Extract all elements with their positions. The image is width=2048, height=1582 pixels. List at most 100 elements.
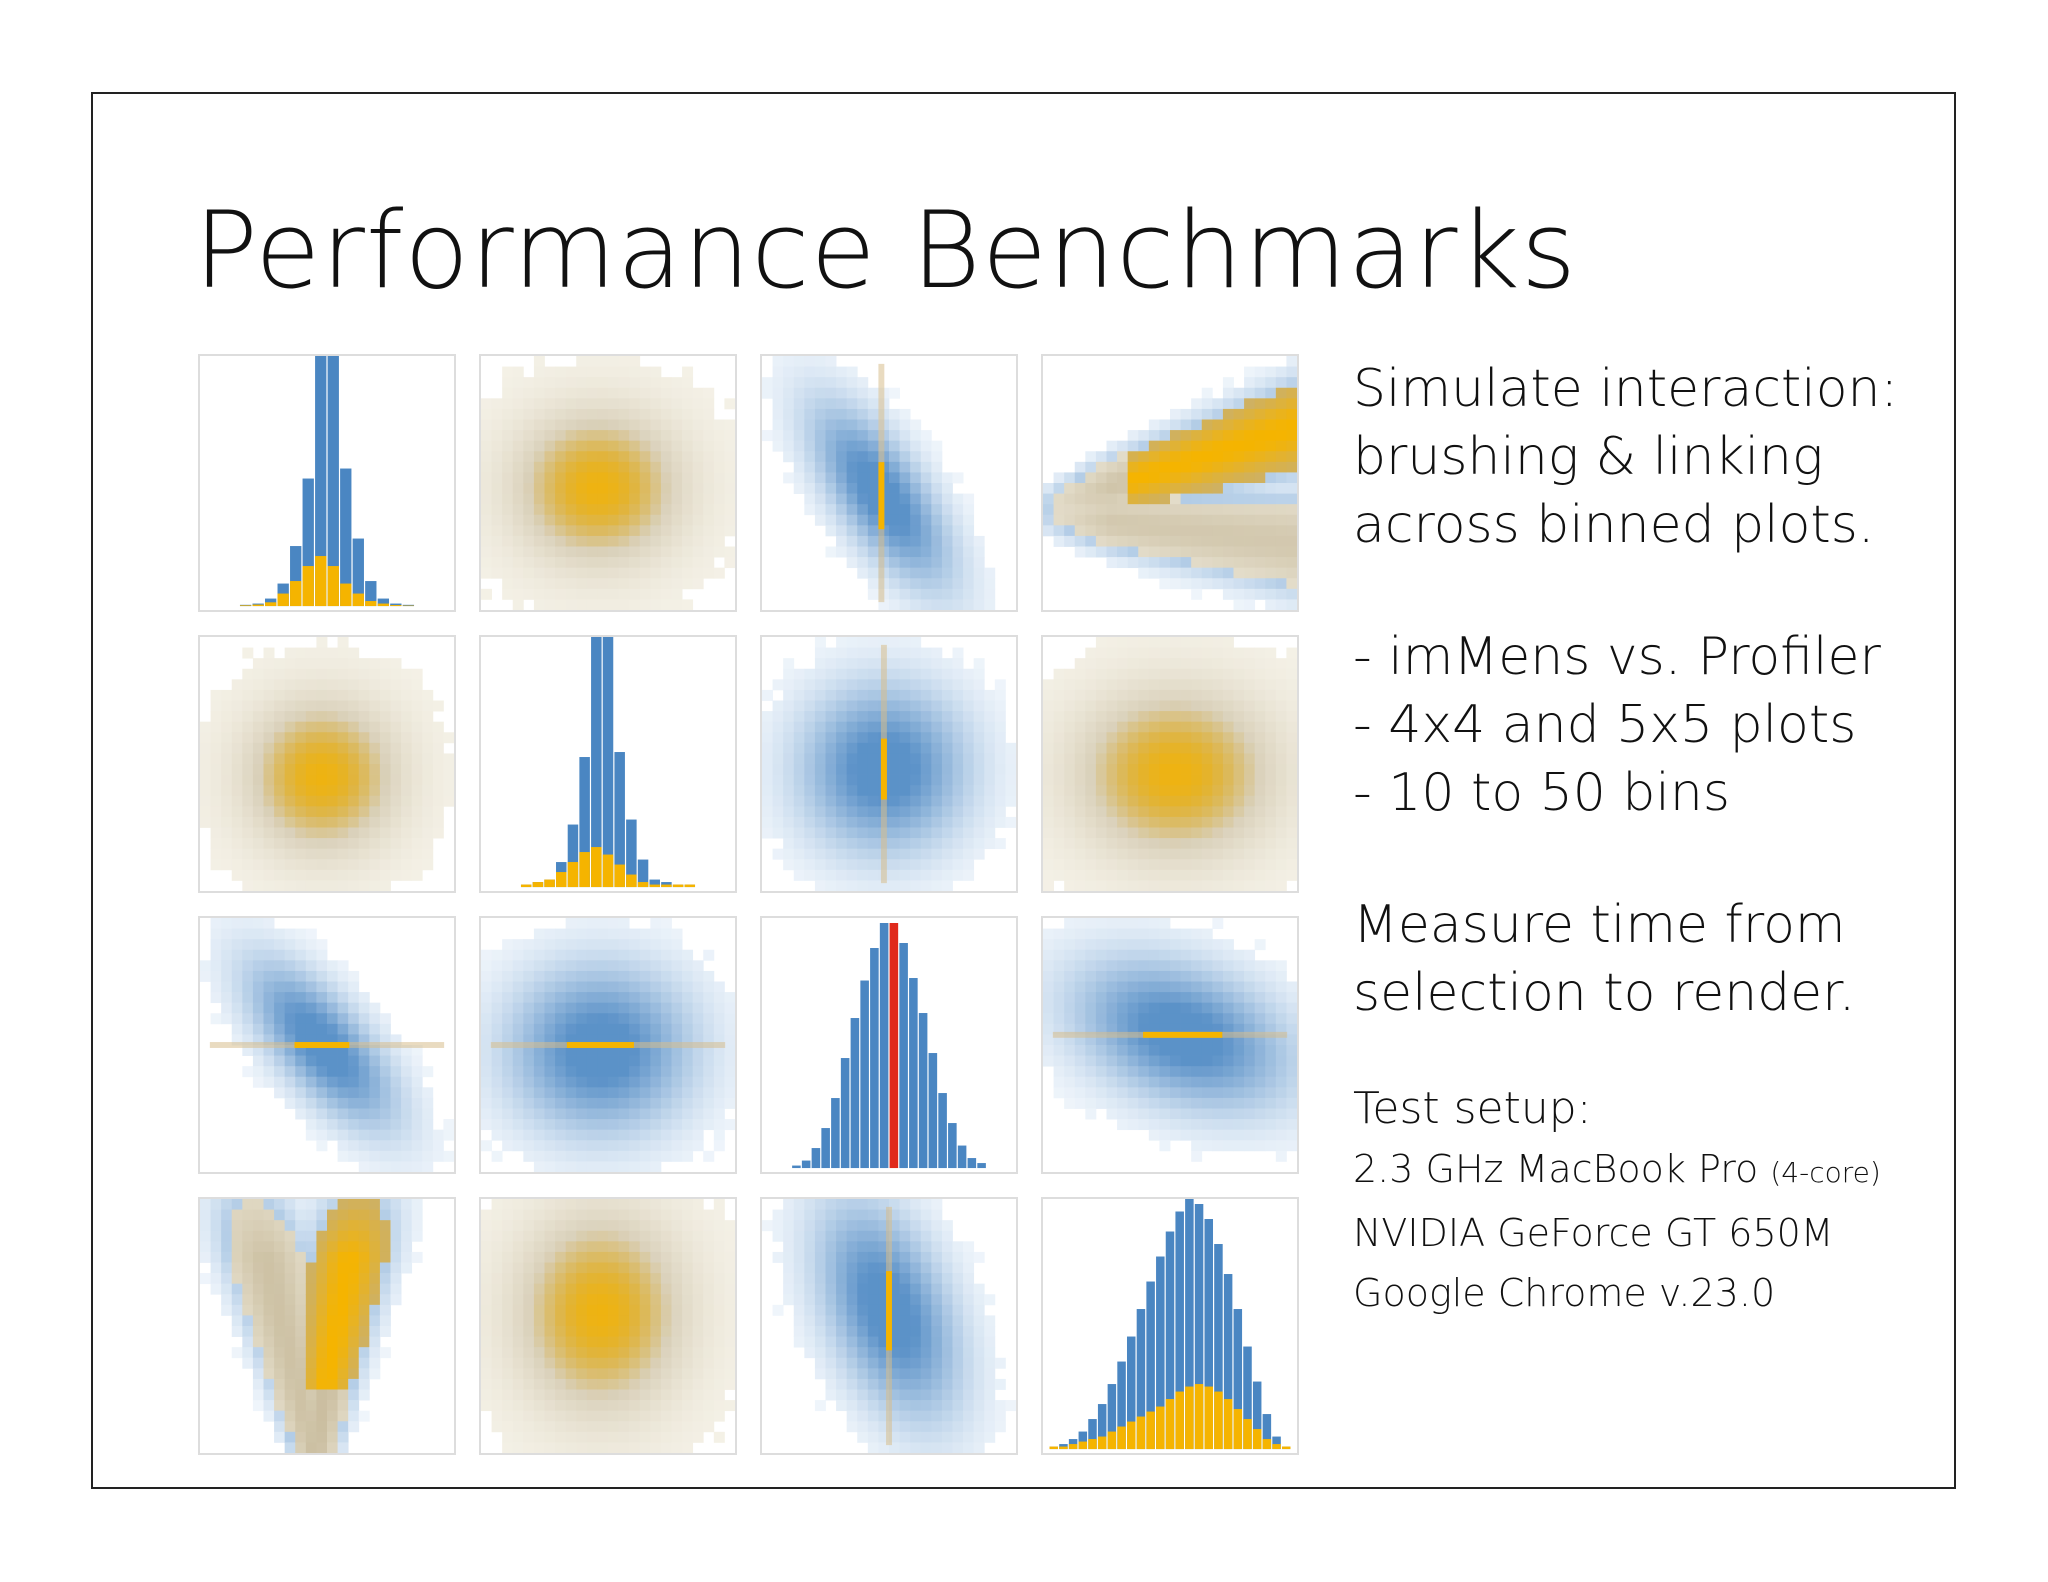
density-bin xyxy=(618,567,630,579)
density-bin xyxy=(565,1087,577,1099)
density-bin xyxy=(1275,721,1287,733)
density-bin xyxy=(411,869,423,881)
density-bin xyxy=(1138,472,1150,484)
selected-bar xyxy=(290,581,302,607)
density-bin xyxy=(358,1119,370,1131)
density-bin xyxy=(274,949,286,961)
density-bin xyxy=(682,1357,694,1369)
density-bin xyxy=(295,1209,307,1221)
density-bin xyxy=(931,493,943,505)
density-bin xyxy=(1286,472,1297,484)
density-bin xyxy=(544,472,556,484)
density-bin xyxy=(305,992,317,1004)
density-bin xyxy=(724,1013,735,1025)
density-bin xyxy=(1117,679,1129,691)
plot-panel[interactable] xyxy=(479,354,737,612)
density-bin xyxy=(200,785,211,797)
density-bin xyxy=(1085,472,1097,484)
density-bin xyxy=(963,493,975,505)
density-bin xyxy=(1265,557,1277,569)
density-bin xyxy=(682,1431,694,1443)
density-bin xyxy=(1170,880,1181,891)
plot-panel[interactable] xyxy=(198,635,456,893)
density-bin xyxy=(565,440,577,452)
density-bin xyxy=(1191,711,1203,723)
density-bin xyxy=(1117,732,1129,744)
plot-panel[interactable] xyxy=(1041,916,1299,1174)
density-bin xyxy=(481,1013,492,1025)
plot-panel[interactable] xyxy=(1041,635,1299,893)
plot-panel[interactable] xyxy=(198,354,456,612)
density-bin xyxy=(703,398,715,410)
density-bin xyxy=(274,1400,286,1412)
density-bin xyxy=(1191,514,1203,526)
density-bin xyxy=(846,377,858,389)
density-bin xyxy=(231,785,243,797)
density-bin xyxy=(544,1357,556,1369)
density-bin xyxy=(629,398,641,410)
density-bin xyxy=(1117,440,1129,452)
density-bin xyxy=(629,419,641,431)
density-bin xyxy=(650,1431,662,1443)
density-bin xyxy=(274,1013,286,1025)
density-bin xyxy=(984,567,996,579)
density-bin xyxy=(984,806,996,818)
density-bin xyxy=(963,806,975,818)
density-bin xyxy=(263,1209,275,1221)
density-bin xyxy=(994,785,1006,797)
plot-panel[interactable] xyxy=(760,916,1018,1174)
density-bin xyxy=(390,1209,402,1221)
density-bin xyxy=(544,419,556,431)
plot-panel[interactable] xyxy=(479,916,737,1174)
density-bin xyxy=(1106,764,1118,775)
density-bin xyxy=(274,1209,286,1221)
density-bin xyxy=(576,1220,588,1232)
density-bin xyxy=(618,557,630,569)
density-bin xyxy=(629,578,641,590)
density-bin xyxy=(1159,1076,1171,1088)
density-bin xyxy=(544,1161,556,1172)
density-bin xyxy=(1170,440,1181,452)
density-bin xyxy=(544,1421,556,1433)
density-bin xyxy=(263,1045,275,1056)
density-bin xyxy=(682,1442,694,1453)
density-bin xyxy=(512,514,524,526)
density-bin xyxy=(411,1140,423,1152)
density-bin xyxy=(491,567,503,579)
density-bin xyxy=(231,711,243,723)
plot-panel[interactable] xyxy=(479,635,737,893)
density-bin xyxy=(1159,795,1171,807)
density-bin xyxy=(597,1326,609,1337)
density-bin xyxy=(1074,1076,1086,1088)
density-bin xyxy=(682,472,694,484)
density-bin xyxy=(783,764,795,775)
plot-panel[interactable] xyxy=(1041,354,1299,612)
density-bin xyxy=(512,1076,524,1088)
density-bin xyxy=(639,430,651,442)
density-bin xyxy=(242,827,254,839)
plot-panel[interactable] xyxy=(198,1197,456,1455)
density-bin xyxy=(660,1119,672,1131)
density-bin xyxy=(390,1150,402,1162)
density-bin xyxy=(231,795,243,807)
plot-panel[interactable] xyxy=(198,916,456,1174)
density-bin xyxy=(608,1421,619,1433)
density-bin xyxy=(1191,700,1203,712)
density-bin xyxy=(252,1368,264,1380)
density-bin xyxy=(358,1262,370,1274)
density-bin xyxy=(337,1336,349,1348)
density-bin xyxy=(660,1389,672,1401)
density-bin xyxy=(512,1347,524,1359)
plot-panel[interactable] xyxy=(760,635,1018,893)
density-bin xyxy=(369,732,381,744)
density-bin xyxy=(327,1199,338,1210)
density-bin xyxy=(920,567,932,579)
density-bin xyxy=(1286,1108,1297,1120)
density-bin xyxy=(952,711,964,723)
plot-panel[interactable] xyxy=(479,1197,737,1455)
density-bin xyxy=(1106,1045,1118,1056)
density-bin xyxy=(931,689,943,701)
density-bin xyxy=(1074,535,1086,547)
density-bin xyxy=(295,848,307,860)
plot-panel[interactable] xyxy=(760,354,1018,612)
